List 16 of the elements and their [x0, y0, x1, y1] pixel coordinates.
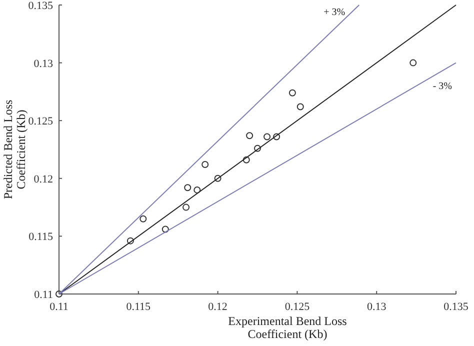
y-tick-label: 0.115 — [28, 231, 54, 244]
x-tick-label: 0.115 — [126, 301, 152, 313]
x-tick-label: 0.135 — [444, 301, 469, 313]
x-axis-title: Experimental Bend Loss Coefficient (Kb) — [228, 314, 348, 341]
y-tick-label: 0.125 — [28, 116, 54, 128]
x-tick-label: 0.11 — [50, 301, 68, 313]
x-tick-label: 0.13 — [366, 301, 387, 313]
series-label: - 3% — [432, 80, 452, 92]
y-axis-title: Predicted Bend Loss Coefficient (Kb) — [1, 100, 28, 200]
y-tick-label: 0.11 — [34, 289, 53, 301]
series-label: + 3% — [324, 7, 346, 18]
y-tick-label: 0.135 — [28, 0, 54, 12]
x-tick-label: 0.12 — [208, 301, 228, 313]
y-tick-label: 0.12 — [34, 173, 53, 186]
x-tick-label: 0.125 — [284, 301, 310, 313]
y-tick-label: 0.13 — [34, 58, 54, 70]
